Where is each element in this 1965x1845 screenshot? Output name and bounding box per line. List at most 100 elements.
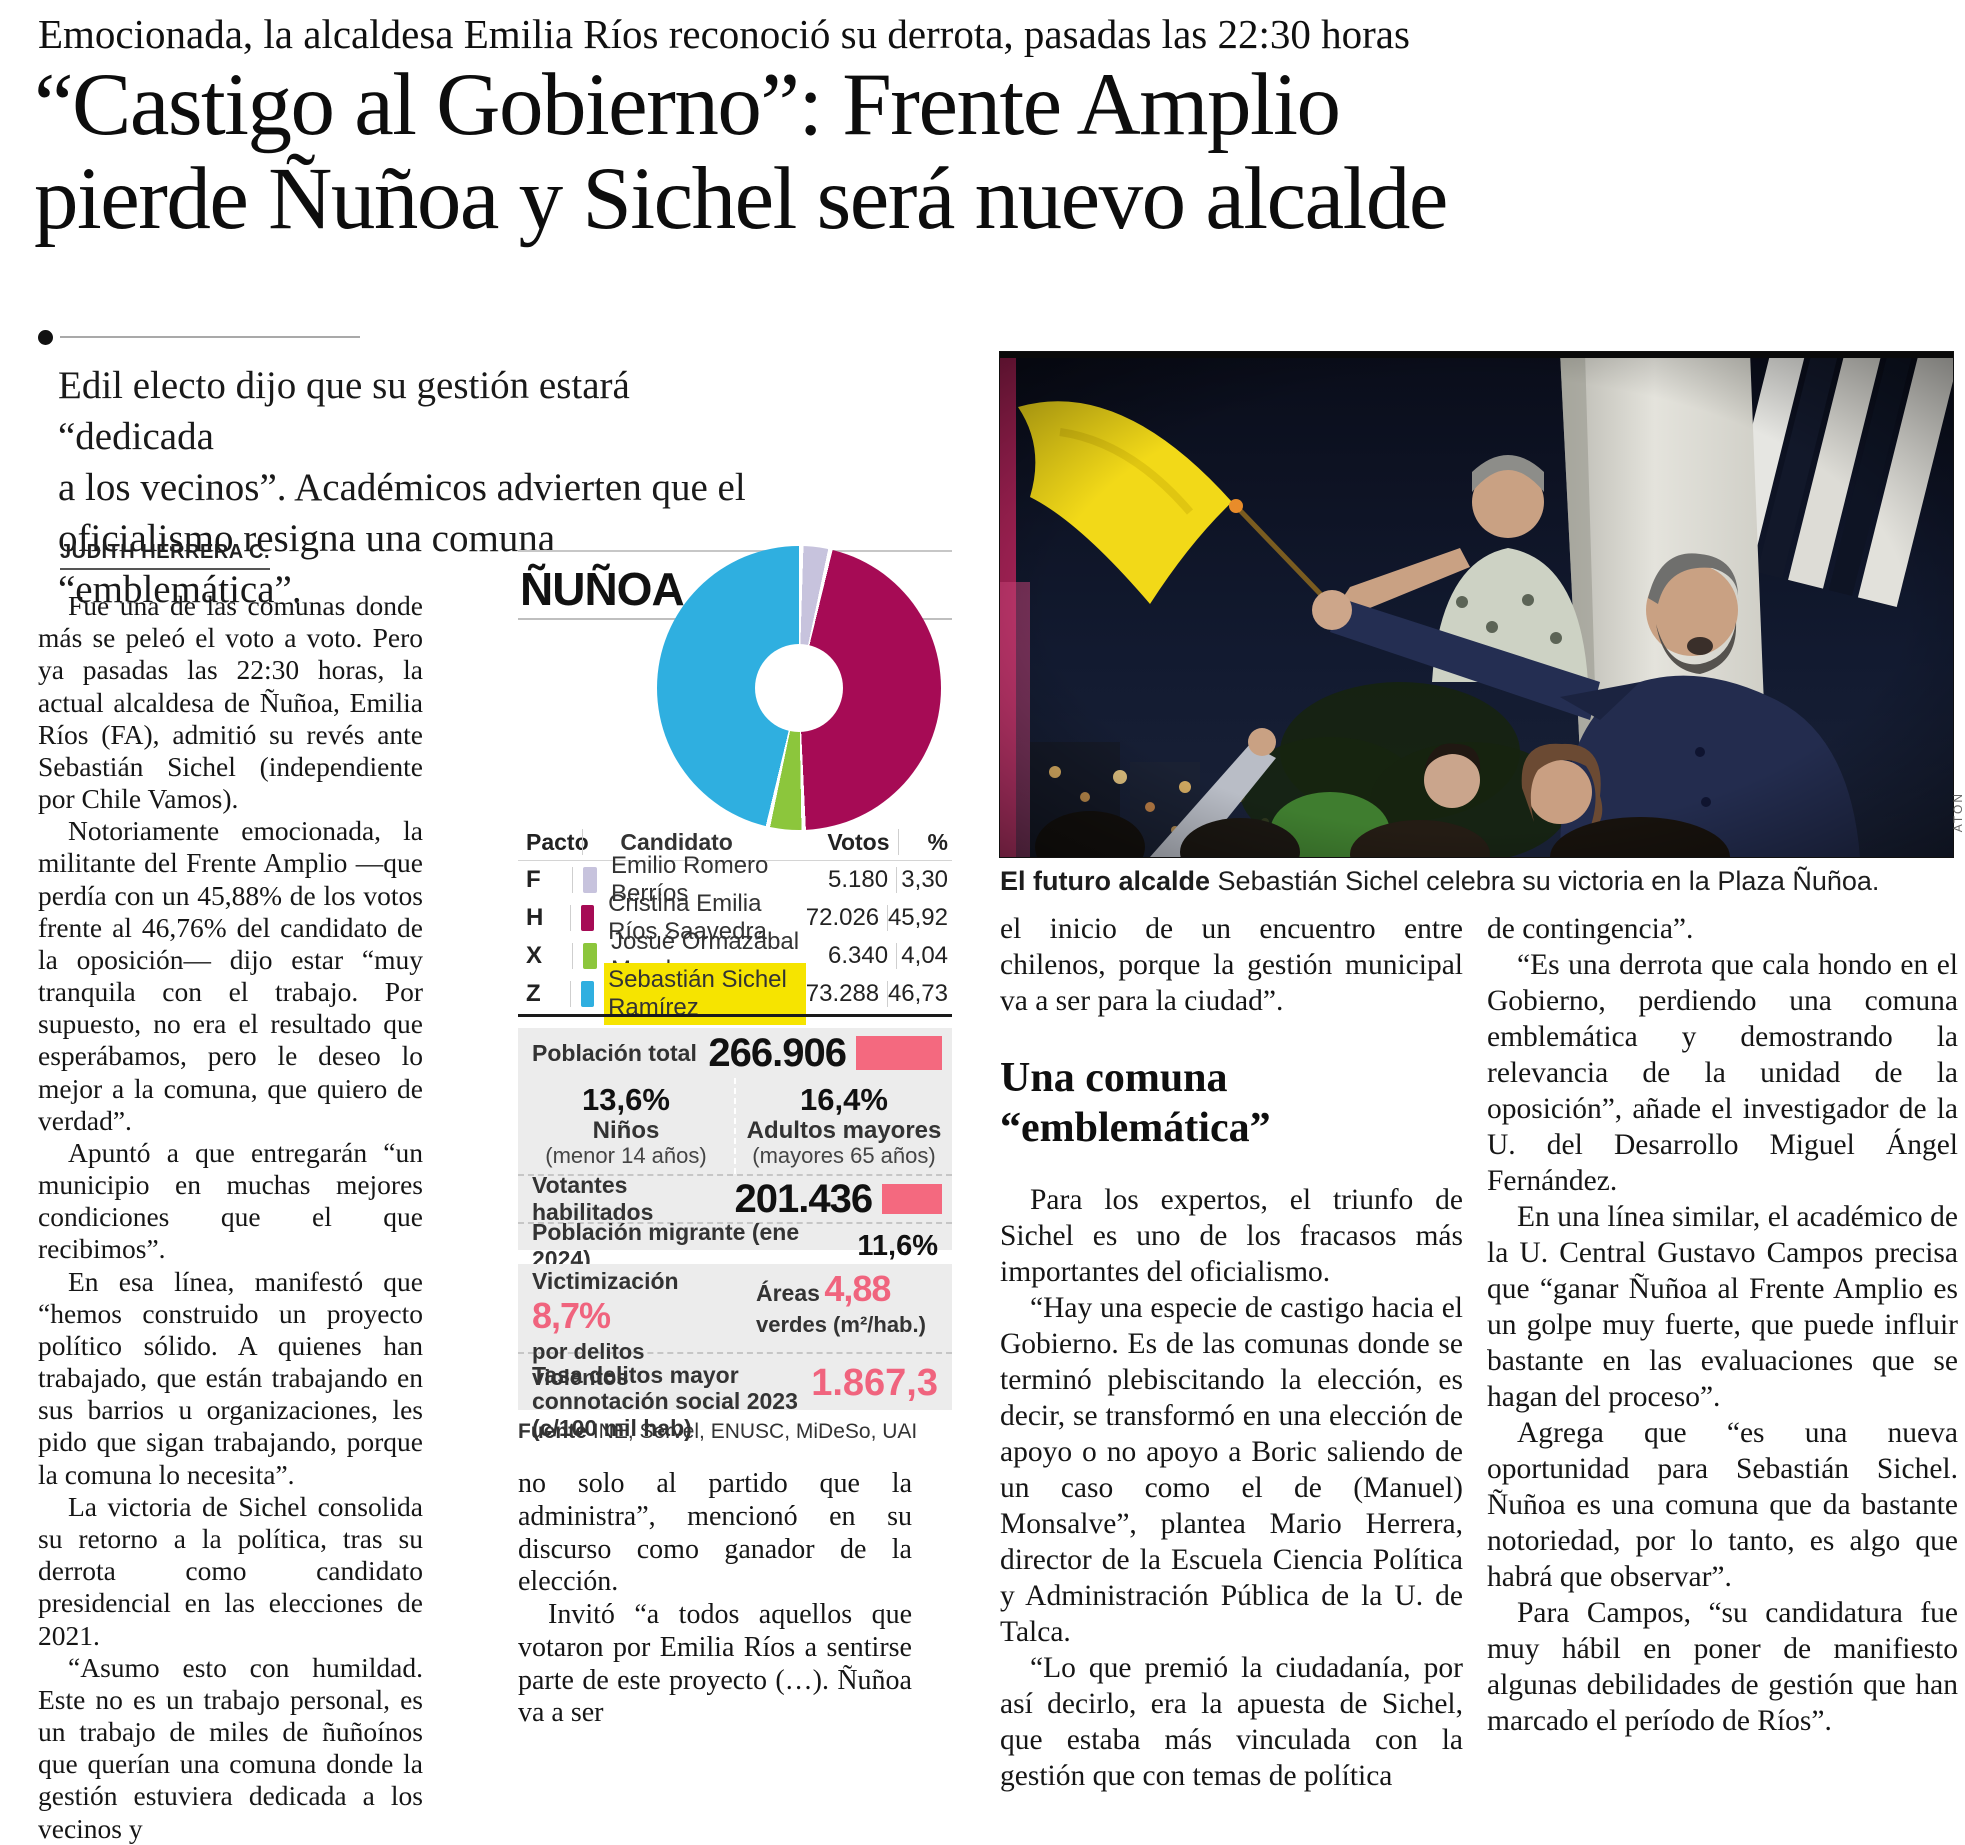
green-areas-label: Áreas bbox=[756, 1280, 820, 1306]
migrants-value: 11,6% bbox=[857, 1229, 938, 1262]
candidate-name: Cristina Emilia Ríos Saavedra bbox=[608, 890, 767, 945]
column-divider bbox=[572, 867, 573, 893]
paragraph: “Hay una especie de castigo hacia el Gob… bbox=[1000, 1292, 1463, 1648]
paragraph: Notoriamente emocionada, la militante de… bbox=[38, 815, 423, 1136]
column-divider bbox=[896, 867, 897, 893]
age-breakdown: 13,6% Niños (menor 14 años) 16,4% Adulto… bbox=[518, 1078, 952, 1176]
column-divider bbox=[897, 829, 899, 855]
victimization-stat: Victimización 8,7% por delitos violentos bbox=[532, 1268, 714, 1391]
paragraph: Apuntó a que entregarán “un municipio en… bbox=[38, 1136, 423, 1265]
col-header-pct: % bbox=[927, 828, 948, 855]
green-areas-stat: Áreas 4,88 verdes (m²/hab.) bbox=[714, 1268, 938, 1338]
headline: “Castigo al Gobierno”: Frente Amplio pie… bbox=[34, 56, 1448, 249]
table-row: H Cristina Emilia Ríos Saavedra 72.026 4… bbox=[518, 890, 952, 945]
seniors-sub: (mayores 65 años) bbox=[752, 1143, 936, 1169]
table-bottom-rule bbox=[518, 1014, 952, 1017]
paragraph: En esa línea, manifestó que “hemos const… bbox=[38, 1265, 423, 1490]
children-sub: (menor 14 años) bbox=[545, 1143, 707, 1169]
pacto-letter: F bbox=[526, 866, 541, 893]
crime-rate-label: Tasa delitos mayor connotación social 20… bbox=[532, 1362, 798, 1441]
victimization-row: Victimización 8,7% por delitos violentos… bbox=[518, 1264, 952, 1390]
paragraph: “Es una derrota que cala hondo en el Gob… bbox=[1487, 948, 1958, 1197]
victimization-value: 8,7% bbox=[532, 1295, 611, 1336]
population-bar bbox=[856, 1036, 942, 1070]
table-row: Z Sebastián Sichel Ramírez 73.288 46,73 bbox=[518, 963, 952, 1025]
photo-illustration bbox=[1000, 242, 1965, 897]
lede: Edil electo dijo que su gestión estará “… bbox=[58, 364, 746, 612]
green-areas-sub: verdes (m²/hab.) bbox=[756, 1312, 926, 1337]
donut-chart-hole bbox=[755, 644, 843, 732]
paragraph: “Asumo esto con humildad. Este no es un … bbox=[38, 1651, 423, 1844]
pacto-letter: X bbox=[526, 942, 543, 969]
column-divider bbox=[887, 905, 888, 931]
voters-value: 201.436 bbox=[734, 1176, 874, 1221]
victimization-label: Victimización bbox=[532, 1268, 679, 1294]
col-header-pacto: Pacto bbox=[526, 828, 589, 855]
pacto-letter: Z bbox=[526, 980, 541, 1007]
seniors-pct: 16,4% bbox=[800, 1082, 888, 1117]
table-row: F Emilio Romero Berríos 5.180 3,30 bbox=[518, 852, 952, 907]
crime-rate-value: 1.867,3 bbox=[811, 1362, 938, 1404]
stats-panel-demographics: Población total 266.906 13,6% Niños (men… bbox=[518, 1028, 952, 1272]
population-label: Población total bbox=[532, 1039, 697, 1066]
paragraph: el inicio de un encuentro entre chilenos… bbox=[1000, 913, 1463, 1017]
article-column-2: no solo al partido que la administra”, m… bbox=[518, 1468, 912, 1730]
children-pct: 13,6% bbox=[582, 1082, 670, 1117]
paragraph: En una línea similar, el académico de la… bbox=[1487, 1200, 1958, 1413]
pct-value: 45,92 bbox=[887, 904, 948, 931]
column-divider bbox=[572, 943, 573, 969]
victimization-sub: por delitos violentos bbox=[532, 1339, 645, 1390]
party-color-swatch bbox=[580, 905, 595, 931]
seniors-label: Adultos mayores bbox=[746, 1117, 942, 1144]
divider-rule bbox=[60, 336, 360, 338]
infographic-title: ÑUÑOA bbox=[520, 563, 685, 615]
column-divider bbox=[887, 981, 888, 1007]
votes-value: 5.180 bbox=[828, 866, 889, 893]
population-row: Población total 266.906 bbox=[518, 1028, 952, 1078]
candidate-name: Emilio Romero Berríos bbox=[611, 852, 769, 907]
caption-text: Sebastián Sichel celebra su victoria en … bbox=[1210, 866, 1880, 896]
infographic-top-rule bbox=[518, 550, 952, 552]
column-divider bbox=[569, 905, 571, 931]
population-value: 266.906 bbox=[708, 1030, 847, 1075]
column-divider bbox=[896, 943, 897, 969]
seniors-stat: 16,4% Adultos mayores (mayores 65 años) bbox=[736, 1078, 952, 1174]
children-stat: 13,6% Niños (menor 14 años) bbox=[518, 1078, 736, 1174]
newspaper-page: { "kicker": "Emocionada, la alcaldesa Em… bbox=[34, 11, 1965, 1844]
col-header-candidato: Candidato bbox=[620, 828, 733, 855]
source-label: Fuente bbox=[518, 1420, 587, 1443]
votes-value: 6.340 bbox=[828, 942, 889, 969]
voters-row: Votantes habilitados 201.436 bbox=[518, 1172, 952, 1225]
paragraph: de contingencia”. bbox=[1487, 913, 1694, 945]
article-column-4: de contingencia”. “Es una derrota que ca… bbox=[1487, 912, 1958, 1740]
paragraph: Agrega que “es una nueva oportunidad par… bbox=[1487, 1416, 1958, 1593]
pct-value: 4,04 bbox=[901, 942, 949, 969]
paragraph: Para Campos, “su candidatura fue muy háb… bbox=[1487, 1596, 1958, 1737]
source-line: Fuente INE, Servel, ENUSC, MiDeSo, UAI bbox=[518, 1420, 917, 1444]
section-subhead: Una comuna “emblemática” bbox=[1000, 1054, 1271, 1151]
photo bbox=[999, 242, 1965, 897]
pct-value: 3,30 bbox=[901, 866, 949, 893]
migrants-row: Población migrante (ene 2024) 11,6% bbox=[518, 1219, 952, 1272]
photo-caption: El futuro alcalde Sebastián Sichel celeb… bbox=[1000, 866, 1953, 897]
paragraph: no solo al partido que la administra”, m… bbox=[518, 1468, 912, 1598]
voters-label: Votantes habilitados bbox=[532, 1172, 654, 1225]
article-column-1: Fue una de las comunas donde más se pele… bbox=[38, 590, 423, 1845]
kicker: Emocionada, la alcaldesa Emilia Ríos rec… bbox=[38, 11, 1410, 57]
column-divider bbox=[569, 981, 571, 1007]
column-divider bbox=[582, 829, 583, 855]
paragraph: Invitó “a todos aquellos que votaron por… bbox=[518, 1599, 912, 1729]
paragraph: Fue una de las comunas donde más se pele… bbox=[38, 590, 423, 815]
green-areas-value: 4,88 bbox=[824, 1268, 891, 1309]
votes-value: 72.026 bbox=[805, 904, 880, 931]
paragraph: “Lo que premió la ciudadanía, por así de… bbox=[1000, 1651, 1463, 1792]
candidates-table: Pacto Candidato Votos % F Emilio Romero … bbox=[518, 824, 952, 1025]
party-color-swatch bbox=[583, 867, 598, 893]
pct-value: 46,73 bbox=[887, 980, 948, 1007]
byline: JUDITH HERRERA C. bbox=[60, 541, 270, 570]
source-value: INE, Servel, ENUSC, MiDeSo, UAI bbox=[592, 1420, 918, 1443]
col-header-votos: Votos bbox=[827, 828, 890, 855]
caption-lead: El futuro alcalde bbox=[1000, 866, 1211, 896]
party-color-swatch bbox=[583, 943, 598, 969]
migrants-label: Población migrante (ene 2024) bbox=[532, 1219, 800, 1272]
